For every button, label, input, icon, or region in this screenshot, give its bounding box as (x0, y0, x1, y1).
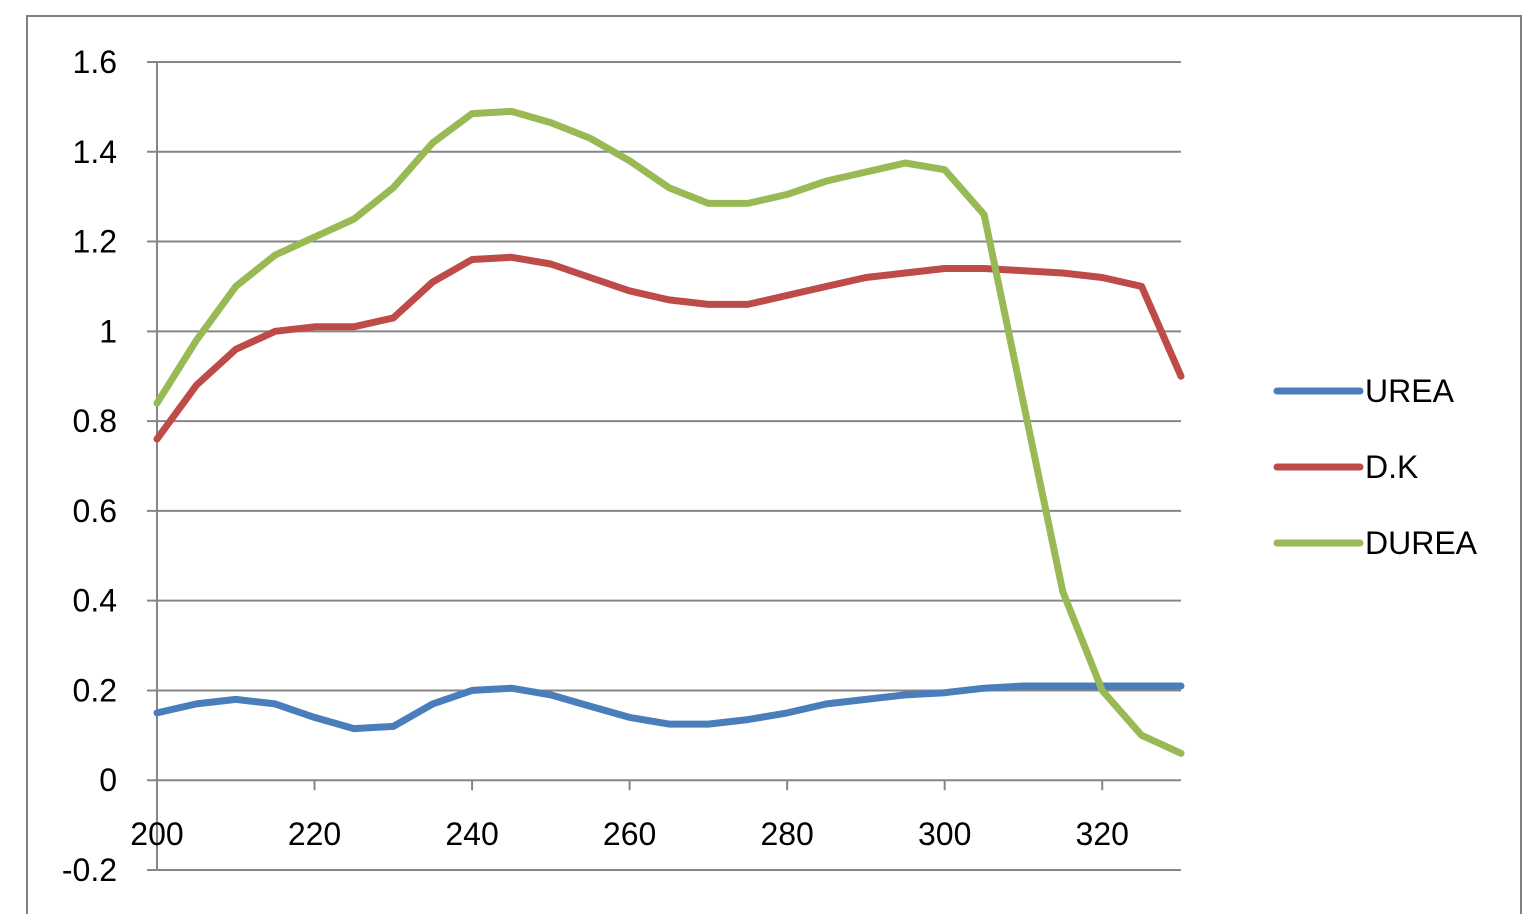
x-tick-label: 300 (918, 816, 971, 852)
y-tick-label: 1.4 (73, 134, 117, 170)
series-line-durea (153, 107, 1185, 757)
legend-label: D.K (1365, 449, 1418, 485)
y-tick-label: 1 (99, 313, 117, 349)
x-tick-label: 320 (1076, 816, 1129, 852)
series-line-d-k (153, 253, 1185, 443)
legend: UREA D.K DUREA (1273, 373, 1478, 561)
x-tick-label: 220 (288, 816, 341, 852)
y-tick-label: 0.6 (73, 493, 117, 529)
gridlines (147, 61, 1181, 871)
y-tick-label: 0.4 (73, 583, 117, 619)
legend-label: UREA (1365, 373, 1455, 409)
series-lines (153, 107, 1185, 757)
y-tick-label: 1.6 (73, 44, 117, 80)
x-tick-label: 280 (760, 816, 813, 852)
chart-border (26, 15, 1522, 914)
y-tick-label: -0.2 (62, 852, 117, 888)
series-line-urea (153, 682, 1185, 733)
x-tick-label: 200 (130, 816, 183, 852)
x-tick-label: 240 (445, 816, 498, 852)
y-tick-label: 0 (99, 762, 117, 798)
legend-label: DUREA (1365, 525, 1478, 561)
y-tick-label: 0.8 (73, 403, 117, 439)
y-tick-label: 0.2 (73, 672, 117, 708)
x-tick-label: 260 (603, 816, 656, 852)
y-tick-label: 1.2 (73, 224, 117, 260)
axes: 1.6 1.4 1.2 1 0.8 0.6 0.4 0.2 0 -0.2 200 220 240 260 2… (62, 44, 1129, 888)
